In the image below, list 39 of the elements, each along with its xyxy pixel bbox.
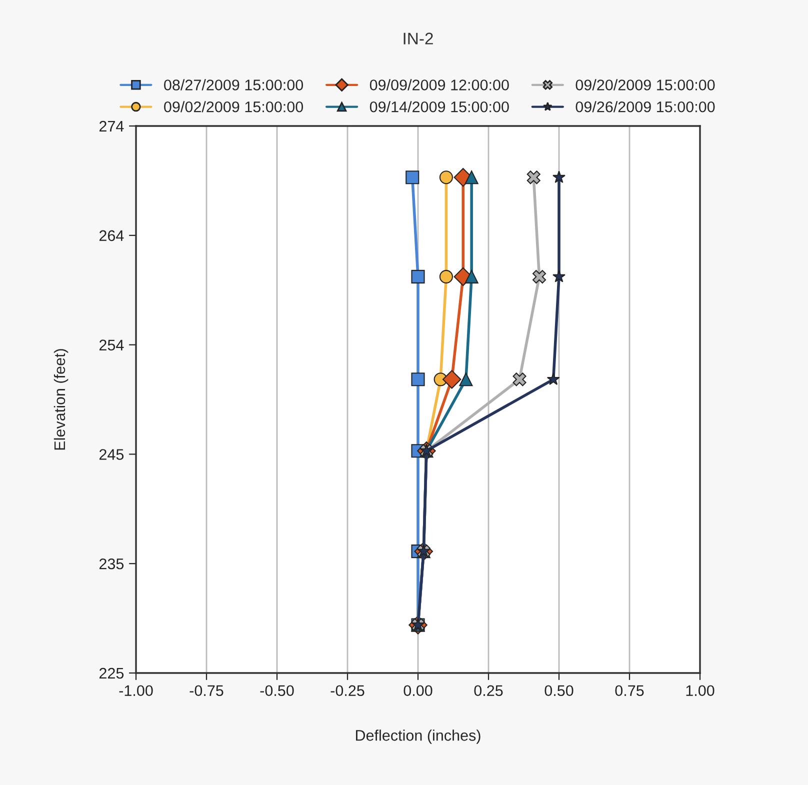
chart-title: IN-2	[404, 32, 433, 44]
y-tick-label: 235	[99, 558, 124, 570]
x-tick-label: -0.75	[190, 685, 224, 696]
x-tick-label: -0.50	[260, 685, 294, 696]
point	[464, 270, 478, 284]
point	[406, 170, 420, 184]
point	[546, 372, 560, 385]
x-tick-label: 0.00	[404, 685, 432, 696]
point	[464, 170, 478, 184]
y-tick-label: 264	[99, 230, 124, 242]
y-tick-label: 254	[99, 340, 124, 350]
y-tick-label: 225	[99, 668, 124, 679]
y-tick-label: 274	[99, 120, 124, 132]
point	[552, 170, 566, 183]
x-tick-label: 0.75	[615, 685, 644, 696]
point	[459, 372, 473, 386]
point	[512, 372, 526, 386]
y-axis-title: Elevation (feet)	[54, 349, 68, 450]
point	[439, 270, 453, 284]
point	[411, 372, 425, 386]
legend-label: 09/09/2009 12:00:00	[370, 79, 509, 90]
legend-label: 09/14/2009 15:00:00	[370, 101, 509, 112]
x-tick-label: -0.25	[330, 685, 364, 696]
x-tick-label: 0.25	[474, 685, 503, 696]
x-tick-label: 1.00	[686, 685, 714, 696]
point	[442, 370, 462, 389]
x-tick-label: 0.50	[544, 685, 574, 696]
point	[526, 170, 540, 184]
point	[552, 270, 566, 282]
y-tick-label: 245	[99, 449, 124, 460]
legend-label: 09/20/2009 15:00:00	[576, 79, 715, 90]
x-axis-title: Deflection (inches)	[356, 730, 480, 744]
legend-label: 09/02/2009 15:00:00	[164, 101, 304, 112]
legend-label: 08/27/2009 15:00:00	[164, 79, 304, 90]
point	[439, 170, 453, 184]
point	[411, 270, 425, 284]
x-tick-label: -1.00	[119, 685, 153, 696]
point	[532, 270, 546, 284]
legend-label: 09/26/2009 15:00:00	[576, 101, 715, 112]
